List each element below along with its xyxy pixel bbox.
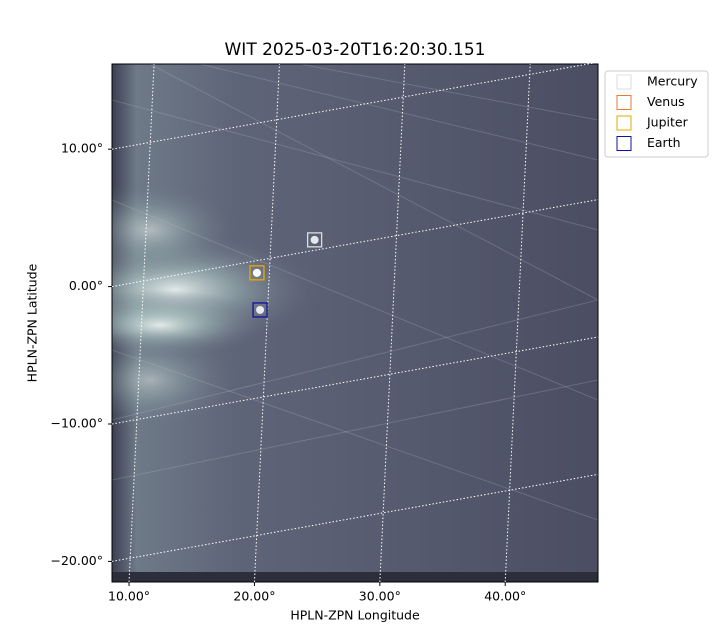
chart-title: WIT 2025-03-20T16:20:30.151 bbox=[225, 40, 486, 60]
legend-swatch bbox=[616, 115, 632, 131]
planet-marker bbox=[306, 232, 323, 248]
grid-line bbox=[379, 63, 406, 583]
x-axis-label: HPLN-ZPN Longitude bbox=[290, 608, 420, 623]
grid-line bbox=[253, 63, 280, 583]
y-axis-label: HPLN-ZPN Latitude bbox=[25, 263, 40, 382]
y-tick-label: 10.00° bbox=[61, 141, 103, 156]
legend-label: Venus bbox=[647, 94, 685, 109]
grid-line bbox=[504, 63, 531, 583]
planet-marker bbox=[252, 302, 268, 318]
legend bbox=[604, 70, 709, 158]
planet-marker bbox=[249, 265, 265, 281]
x-tick-label: 20.00° bbox=[233, 589, 275, 604]
image bbox=[112, 64, 598, 582]
legend-label: Mercury bbox=[647, 74, 698, 89]
x-tick-label: 10.00° bbox=[108, 589, 150, 604]
legend-swatch bbox=[616, 95, 632, 110]
grid-line bbox=[128, 63, 155, 583]
legend-label: Jupiter bbox=[646, 115, 689, 130]
y-tick-label: 0.00° bbox=[69, 278, 103, 293]
y-tick-label: −20.00° bbox=[50, 553, 103, 568]
x-tick-label: 30.00° bbox=[359, 589, 401, 604]
x-tick-label: 40.00° bbox=[484, 589, 526, 604]
planet-glow bbox=[252, 268, 261, 277]
legend-swatch bbox=[616, 136, 632, 151]
y-tick-label: −10.00° bbox=[50, 415, 103, 430]
legend-label: Earth bbox=[647, 135, 681, 150]
planet-glow bbox=[256, 305, 265, 314]
planet-glow bbox=[310, 235, 319, 244]
plot-frame bbox=[111, 63, 599, 583]
legend-swatch bbox=[616, 74, 632, 90]
